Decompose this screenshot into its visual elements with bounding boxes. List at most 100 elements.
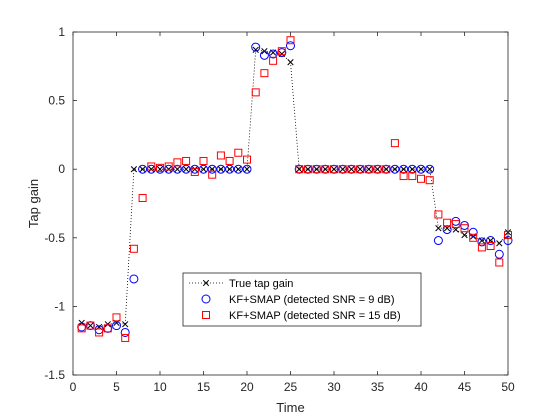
data-point <box>494 249 504 259</box>
data-point <box>435 225 442 232</box>
data-point <box>339 166 346 173</box>
data-point <box>216 151 225 160</box>
data-point <box>129 274 139 284</box>
data-point <box>425 176 434 185</box>
data-point <box>277 47 286 56</box>
data-point <box>217 166 225 173</box>
data-point <box>181 164 191 174</box>
x-tick-label: 10 <box>153 380 167 394</box>
data-point <box>164 162 173 171</box>
data-point <box>382 165 391 174</box>
y-tick-label: -1.5 <box>44 368 65 382</box>
legend-marker <box>201 294 211 304</box>
data-point <box>199 164 208 174</box>
data-point <box>259 50 269 60</box>
legend-marker <box>202 311 210 319</box>
data-point <box>199 156 208 165</box>
data-point <box>251 42 261 52</box>
data-point <box>373 165 382 174</box>
data-point <box>174 166 181 173</box>
data-point <box>407 164 417 174</box>
data-point <box>495 258 504 267</box>
x-tick-label: 15 <box>197 380 211 394</box>
data-point <box>365 166 372 173</box>
data-point <box>374 166 381 173</box>
data-point <box>251 88 260 97</box>
data-point <box>147 162 156 171</box>
y-tick-label: 0.5 <box>48 94 65 108</box>
data-point <box>409 166 416 173</box>
data-point <box>408 172 417 181</box>
data-point <box>442 225 452 235</box>
data-point <box>390 139 399 148</box>
data-point <box>112 321 121 331</box>
y-tick-label: -0.5 <box>44 231 65 245</box>
data-point <box>313 166 320 173</box>
data-point <box>172 164 182 174</box>
data-point <box>287 59 294 66</box>
data-point <box>286 36 295 45</box>
x-tick-label: 25 <box>284 380 298 394</box>
data-point <box>207 164 217 174</box>
data-point <box>243 155 251 164</box>
data-point <box>296 166 303 173</box>
series-layer <box>77 36 513 342</box>
data-point <box>138 164 148 174</box>
data-point <box>103 324 112 333</box>
y-tick-label: 0 <box>58 162 65 176</box>
data-point <box>433 236 443 246</box>
data-point <box>330 166 338 173</box>
data-point <box>95 328 104 337</box>
data-point <box>338 165 347 174</box>
data-point <box>286 41 295 51</box>
legend-box <box>182 272 422 327</box>
data-point <box>190 167 199 176</box>
x-tick-label: 40 <box>414 380 428 394</box>
data-point <box>130 166 138 173</box>
data-point <box>461 231 468 239</box>
legend-entry: KF+SMAP (detected SNR = 15 dB) <box>202 310 401 322</box>
data-point <box>468 227 478 237</box>
data-point <box>434 210 443 219</box>
data-point <box>120 327 130 337</box>
data-point <box>303 165 312 174</box>
data-point <box>347 165 356 174</box>
series-square <box>77 36 512 342</box>
data-point <box>165 166 172 173</box>
legend-entry: True tap gain <box>189 278 293 290</box>
data-point <box>356 166 364 173</box>
data-point <box>390 164 400 174</box>
data-point <box>260 69 269 78</box>
data-point <box>234 148 243 157</box>
data-point <box>208 170 217 179</box>
data-point <box>182 156 191 165</box>
data-point <box>242 164 252 174</box>
data-point <box>486 242 495 251</box>
data-point <box>86 321 95 330</box>
x-tick-label: 50 <box>501 380 515 394</box>
data-point <box>129 244 138 253</box>
x-axis-label: Time <box>276 400 304 415</box>
data-point <box>122 321 129 328</box>
data-point <box>233 164 243 174</box>
legend-entry: KF+SMAP (detected SNR = 9 dB) <box>201 294 394 306</box>
data-point <box>391 166 399 173</box>
data-point <box>469 233 478 242</box>
data-point <box>77 324 86 333</box>
data-point <box>226 166 233 173</box>
data-point <box>443 218 452 227</box>
data-point <box>451 220 460 229</box>
data-point <box>486 236 496 246</box>
data-point <box>112 313 121 322</box>
data-point <box>426 166 433 173</box>
y-axis-label: Tap gain <box>26 179 41 228</box>
data-point <box>304 166 312 173</box>
data-point <box>356 165 365 174</box>
data-point <box>148 166 155 173</box>
y-tick-label: 1 <box>58 25 65 39</box>
data-point <box>182 166 190 173</box>
data-point <box>87 322 94 329</box>
data-point <box>330 165 338 174</box>
data-point <box>235 166 242 173</box>
data-point <box>496 240 503 247</box>
